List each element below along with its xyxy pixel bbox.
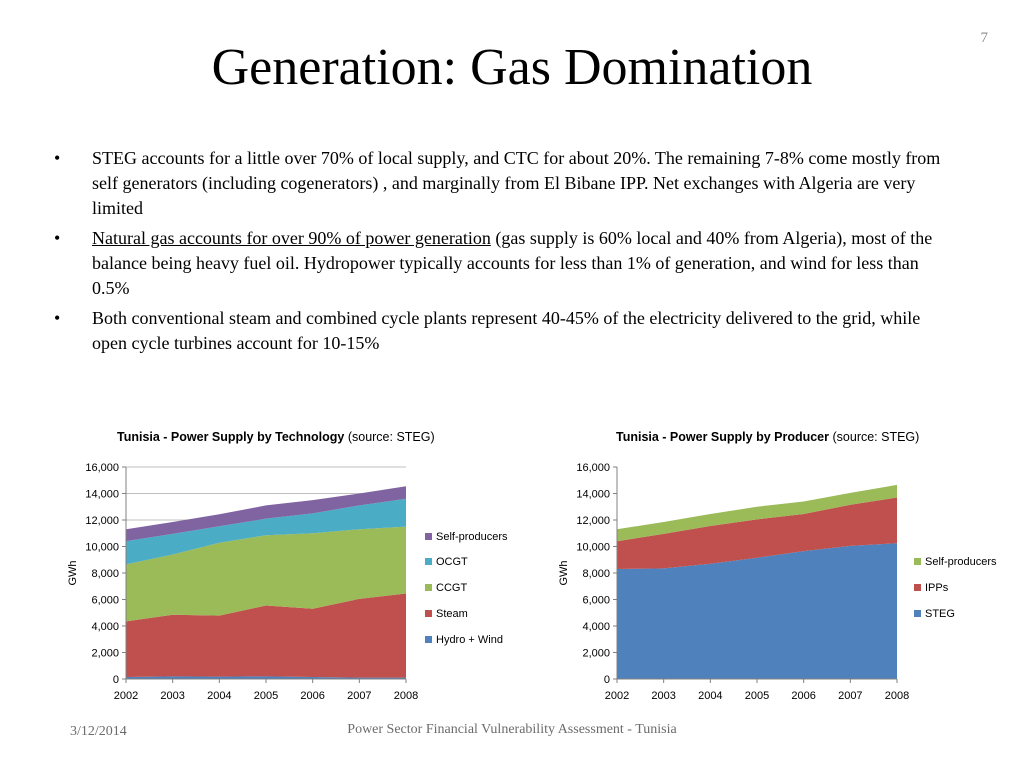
legend-label: IPPs [925,582,949,594]
legend-label: Self-producers [436,531,508,543]
y-tick-label: 0 [113,674,119,686]
y-tick-label: 14,000 [576,489,610,501]
y-tick-label: 4,000 [582,621,610,633]
chart-producer: 0 2,000 4,000 6,000 8,000 10,000 12,000 14,000 1… [558,462,997,702]
bullet-item: • Natural gas accounts for over 90% of p… [52,226,952,301]
chart-title-text: Tunisia - Power Supply by Technology [117,430,345,444]
bullet-lead-underlined: Natural gas accounts for over 90% of pow… [92,228,491,248]
x-tick-label: 2007 [347,690,371,702]
y-axis-label: GWh [67,560,79,585]
chart-title-note: (source: STEG) [347,430,435,444]
x-tick-label: 2004 [698,690,722,702]
bullet-text: STEG accounts for a little over 70% of l… [92,148,941,218]
bullet-marker: • [54,228,61,248]
x-tick-label: 2002 [605,690,629,702]
area-series-ipps [617,497,897,570]
area-series-ccgt [126,526,406,622]
area-series-hydro-wind [126,676,406,679]
bullet-marker: • [54,148,61,168]
y-tick-label: 8,000 [582,568,610,580]
bullet-item: • Both conventional steam and combined c… [52,306,952,356]
bullet-item: • STEG accounts for a little over 70% of… [52,146,952,221]
chart-title-note: (source: STEG) [832,430,920,444]
bullet-marker: • [54,308,61,328]
y-tick-label: 16,000 [576,462,610,474]
y-tick-label: 2,000 [91,648,119,660]
x-tick-label: 2007 [838,690,862,702]
legend-label: STEG [925,608,955,620]
slide-title: Generation: Gas Domination [211,39,813,96]
area-series-steam [126,593,406,678]
y-tick-label: 6,000 [582,595,610,607]
area-series-self-producers [617,484,897,542]
bullet-text: (gas supply is 60% local and 40% from Al… [92,228,933,298]
y-tick-label: 10,000 [85,542,119,554]
bullet-list: • STEG accounts for a little over 70% of… [52,146,952,361]
y-tick-label: 6,000 [91,595,119,607]
y-tick-label: 4,000 [91,621,119,633]
y-tick-label: 14,000 [85,489,119,501]
legend-label: Self-producers [925,556,997,568]
y-tick-label: 16,000 [85,462,119,474]
x-tick-label: 2002 [114,690,138,702]
legend-label: Steam [436,608,468,620]
legend-swatch [914,558,921,565]
x-tick-label: 2006 [300,690,324,702]
legend-swatch [425,558,432,565]
x-tick-label: 2003 [651,690,675,702]
slide-number: 7 [980,30,989,46]
legend-label: OCGT [436,556,468,568]
footer-title: Power Sector Financial Vulnerability Ass… [347,722,677,737]
legend-swatch [425,533,432,540]
footer-date: 3/12/2014 [70,724,127,739]
x-tick-label: 2008 [885,690,909,702]
x-tick-label: 2006 [791,690,815,702]
legend-swatch [425,636,432,643]
y-axis-label: GWh [558,560,570,585]
legend-swatch [914,584,921,591]
x-tick-label: 2004 [207,690,231,702]
chart-title-text: Tunisia - Power Supply by Producer [616,430,830,444]
y-tick-label: 0 [604,674,610,686]
chart-technology-title: Tunisia - Power Supply by Technology (so… [117,430,435,444]
bullet-text: Both conventional steam and combined cyc… [92,308,921,353]
area-series-self-producers [126,486,406,542]
y-tick-label: 2,000 [582,648,610,660]
x-tick-label: 2005 [745,690,769,702]
x-tick-label: 2003 [160,690,184,702]
x-tick-label: 2005 [254,690,278,702]
area-series-steg [617,543,897,679]
chart-producer-title: Tunisia - Power Supply by Producer (sour… [616,430,919,444]
legend-swatch [425,610,432,617]
legend-label: Hydro + Wind [436,634,503,646]
y-tick-label: 12,000 [85,515,119,527]
legend-swatch [914,610,921,617]
legend-label: CCGT [436,582,467,594]
area-series-ocgt [126,498,406,565]
y-tick-label: 8,000 [91,568,119,580]
x-tick-label: 2008 [394,690,418,702]
y-tick-label: 12,000 [576,515,610,527]
chart-technology: 0 2,000 4,000 6,000 8,000 10,000 12,000 14,000 1… [67,462,508,702]
y-tick-label: 10,000 [576,542,610,554]
legend-swatch [425,584,432,591]
